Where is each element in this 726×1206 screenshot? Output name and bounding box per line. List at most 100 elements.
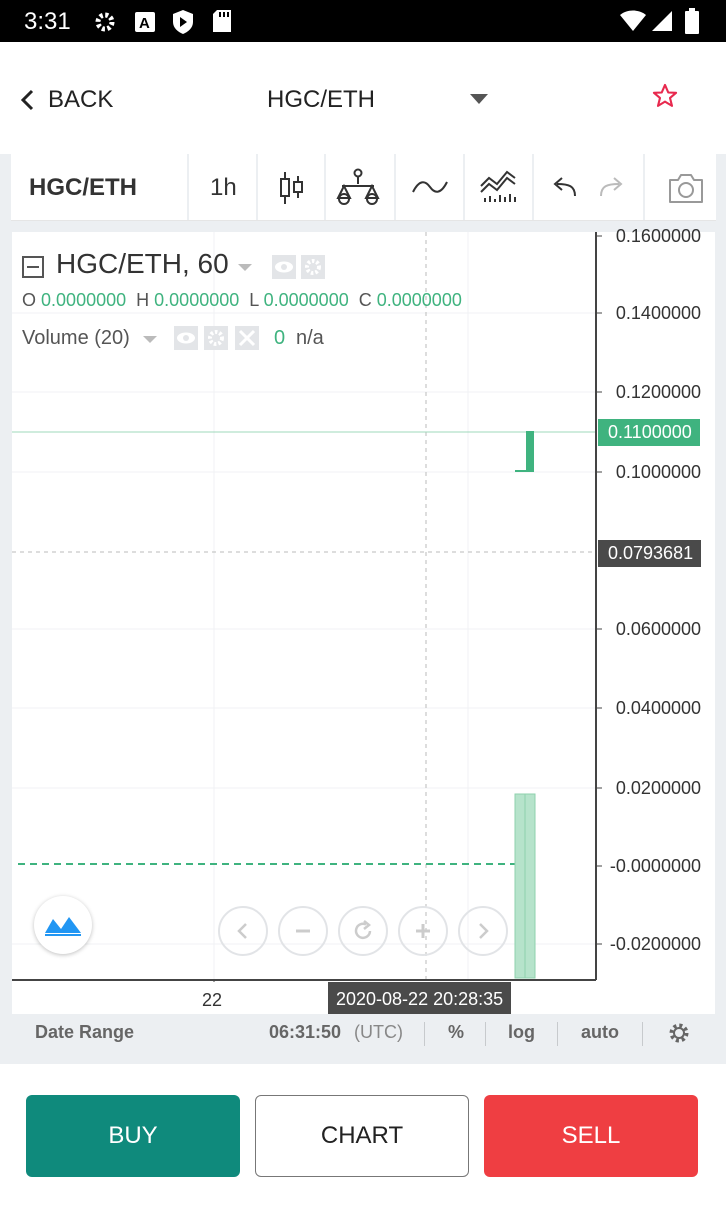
divider (642, 1022, 643, 1046)
chart-label: CHART (320, 1122, 404, 1149)
trade-actions: BUY CHART SELL (0, 1064, 726, 1206)
sell-button[interactable]: SELL (484, 1095, 698, 1177)
minus-icon (296, 929, 310, 933)
ohlc-c-label: C (358, 290, 372, 310)
chart-toolbar: HGC/ETH 1h (11, 154, 716, 221)
indicators-icon[interactable] (336, 168, 380, 206)
price-tick: 0.1000000 (615, 462, 701, 482)
camera-icon[interactable] (667, 172, 705, 204)
timezone-label[interactable]: (UTC) (354, 1022, 403, 1042)
auto-toggle[interactable]: auto (581, 1022, 619, 1042)
price-candle (526, 431, 534, 472)
favorite-star-icon[interactable] (651, 82, 679, 110)
volume-label: Volume (20) (22, 327, 130, 349)
chevron-right-icon (479, 923, 489, 939)
status-time: 3:31 (24, 8, 71, 35)
reset-chart-button[interactable] (338, 906, 388, 956)
price-chart[interactable]: HGC/ETH, 60 O 0.0000000 H 0.0000000 L 0.… (12, 226, 715, 982)
price-tick: 0.1200000 (615, 382, 701, 402)
plus-icon (416, 924, 430, 938)
wifi-icon (620, 10, 646, 31)
percent-toggle[interactable]: % (448, 1022, 465, 1042)
compare-icon[interactable] (479, 168, 519, 204)
battery-icon (685, 8, 699, 34)
ohlc-readout: O 0.0000000 H 0.0000000 L 0.0000000 C 0.… (22, 290, 462, 311)
interval-button[interactable]: 1h (210, 174, 237, 201)
chevron-left-icon (237, 923, 247, 939)
last-price-tag: 0.1100000 (598, 419, 700, 446)
tradingview-logo-icon (45, 917, 81, 936)
divider (557, 1022, 558, 1046)
pair-selector[interactable]: HGC/ETH (267, 86, 375, 113)
sell-label: SELL (561, 1122, 621, 1149)
volume-actions (174, 326, 259, 350)
app-header: BACK HGC/ETH (0, 42, 726, 154)
undo-icon[interactable] (551, 176, 577, 198)
toolbar-divider (394, 154, 396, 220)
volume-legend: Volume (20) (22, 327, 130, 350)
buy-button[interactable]: BUY (26, 1095, 240, 1177)
cell-signal-icon (652, 11, 672, 31)
collapse-legend-icon[interactable] (22, 256, 44, 278)
time-tick: 22 (202, 990, 223, 1010)
volume-dropdown-icon[interactable] (143, 336, 157, 343)
toolbar-divider (463, 154, 465, 220)
redo-icon[interactable] (599, 176, 625, 198)
settings-icon (95, 12, 115, 32)
ohlc-open: 0.0000000 (41, 290, 127, 310)
scroll-left-button[interactable] (218, 906, 268, 956)
ohlc-h-label: H (136, 290, 150, 310)
chart-bottom-toolbar: Date Range 06:31:50 (UTC) % log auto (12, 1014, 715, 1054)
crosshair-time-tag: 2020-08-22 20:28:35 (328, 982, 512, 1014)
toolbar-divider (324, 154, 326, 220)
toolbar-divider (256, 154, 258, 220)
volume-value: 0 (274, 327, 286, 349)
back-label: BACK (48, 86, 114, 113)
legend-actions (272, 255, 325, 279)
chevron-left-icon (20, 89, 34, 111)
tradingview-logo-button[interactable] (34, 896, 92, 954)
ohlc-low: 0.0000000 (263, 290, 349, 310)
back-button[interactable]: BACK (20, 86, 113, 114)
sd-card-icon (213, 10, 231, 32)
ohlc-o-label: O (22, 290, 37, 310)
price-tick: -0.0200000 (609, 934, 701, 954)
zoom-out-button[interactable] (278, 906, 328, 956)
chevron-down-icon[interactable] (470, 94, 488, 104)
legend-dropdown-icon[interactable] (238, 264, 252, 271)
price-tick: 0.0200000 (615, 778, 701, 798)
toolbar-symbol[interactable]: HGC/ETH (29, 174, 137, 201)
crosshair-price-tag: 0.0793681 (598, 540, 702, 567)
accessibility-icon: A (135, 12, 155, 32)
ohlc-l-label: L (249, 290, 259, 310)
toolbar-divider (643, 154, 645, 220)
log-toggle[interactable]: log (508, 1022, 535, 1042)
zoom-in-button[interactable] (398, 906, 448, 956)
divider (424, 1022, 425, 1046)
time-axis: 22 2020-08-22 20:28:35 (12, 982, 715, 1014)
volume-na: n/a (296, 327, 324, 349)
ohlc-high: 0.0000000 (154, 290, 240, 310)
legend-title: HGC/ETH, 60 (56, 248, 229, 279)
price-tick: 0.1600000 (615, 226, 701, 246)
price-tick: 0.0600000 (615, 619, 701, 639)
buy-label: BUY (108, 1122, 158, 1149)
utc-clock[interactable]: 06:31:50 (269, 1022, 342, 1042)
svg-text:A: A (139, 15, 150, 32)
status-bar: 3:31 A (0, 0, 726, 42)
shield-icon (173, 10, 193, 34)
chart-button[interactable]: CHART (255, 1095, 469, 1177)
scroll-right-button[interactable] (458, 906, 508, 956)
ohlc-close: 0.0000000 (376, 290, 462, 310)
line-chart-icon[interactable] (411, 178, 449, 196)
toolbar-divider (532, 154, 534, 220)
gear-icon[interactable] (667, 1021, 691, 1045)
price-tick: -0.0000000 (609, 856, 701, 876)
candlestick-icon[interactable] (277, 170, 305, 206)
refresh-icon (354, 920, 372, 940)
toolbar-divider (187, 154, 189, 220)
date-range-button[interactable]: Date Range (35, 1022, 135, 1042)
price-tick: 0.1400000 (615, 303, 701, 323)
chart-canvas (12, 232, 602, 982)
price-tick: 0.0400000 (615, 698, 701, 718)
